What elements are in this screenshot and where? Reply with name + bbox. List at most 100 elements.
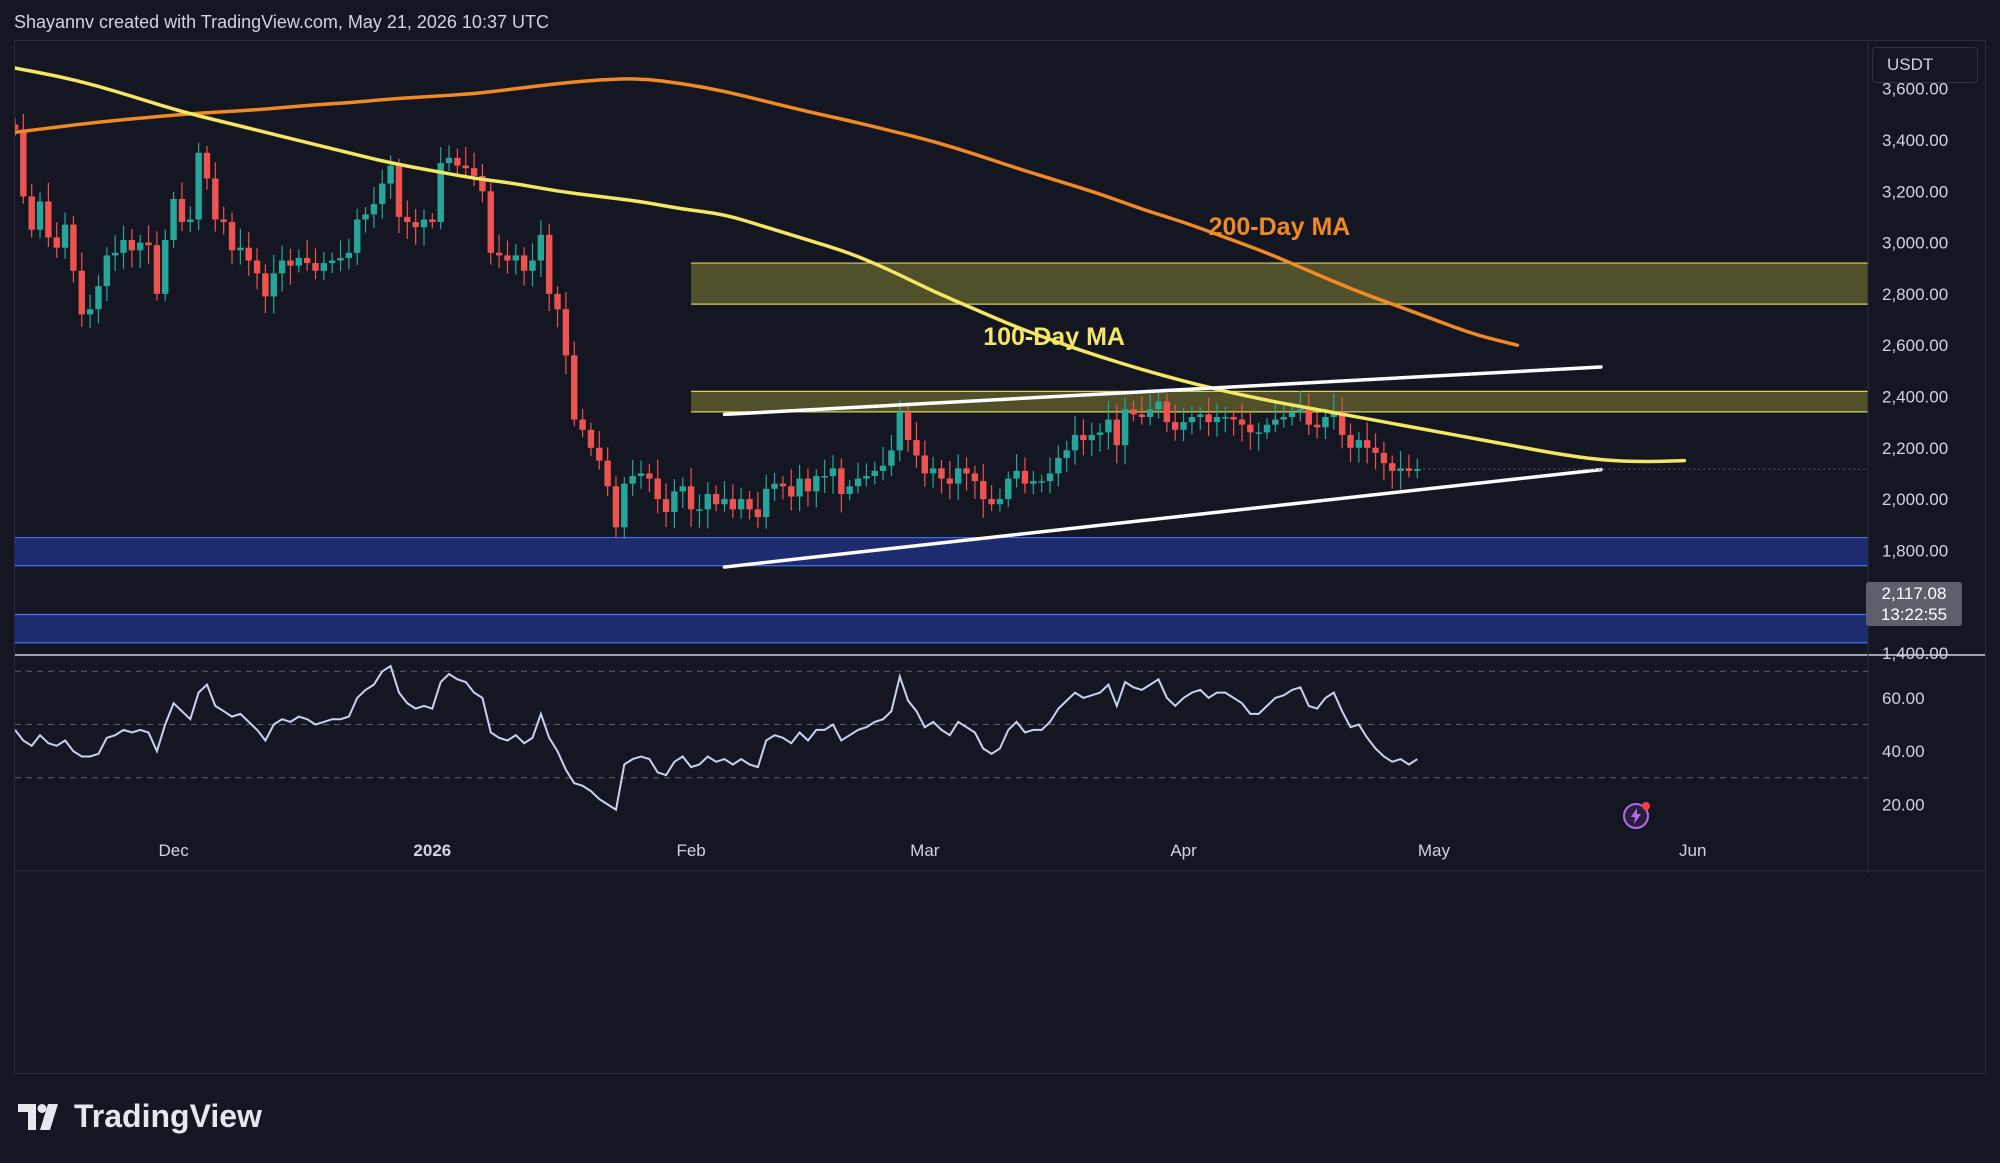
candle-up bbox=[86, 309, 94, 315]
candle-up bbox=[1030, 481, 1037, 484]
price-tick-label: 3,000.00 bbox=[1882, 234, 1948, 253]
candle-up bbox=[1222, 417, 1229, 419]
candle-up bbox=[996, 499, 1004, 505]
candle-down bbox=[1080, 434, 1087, 441]
candle-down bbox=[1405, 468, 1413, 471]
candle-down bbox=[462, 165, 469, 169]
candle-up bbox=[95, 286, 102, 310]
chart-frame[interactable]: 3,600.00 3,400.00 3,200.00 3,000.00 2,800.00… bbox=[14, 40, 1986, 1074]
price-tick-label: 3,200.00 bbox=[1882, 182, 1948, 201]
candle-up bbox=[1146, 409, 1154, 417]
candle-down bbox=[45, 201, 52, 238]
price-tick-label: 2,400.00 bbox=[1882, 387, 1948, 406]
candle-down bbox=[395, 165, 403, 217]
candle-down bbox=[78, 270, 85, 315]
candle-down bbox=[946, 478, 954, 484]
trendline[interactable] bbox=[722, 467, 1603, 569]
candle-down bbox=[479, 175, 486, 192]
price-chart[interactable]: 3,600.00 3,400.00 3,200.00 3,000.00 2,800.00… bbox=[15, 41, 1985, 1073]
candle-up bbox=[170, 198, 177, 240]
lightning-alert-icon[interactable] bbox=[1622, 802, 1650, 830]
candle-down bbox=[1230, 417, 1237, 420]
candle-up bbox=[671, 491, 678, 512]
candle-up bbox=[370, 204, 378, 215]
candle-up bbox=[1121, 409, 1129, 446]
candle-up bbox=[854, 478, 862, 487]
candle-down bbox=[454, 157, 461, 166]
ma200-line bbox=[15, 77, 1520, 347]
candle-up bbox=[888, 450, 895, 466]
candle-down bbox=[554, 293, 561, 310]
candle-down bbox=[253, 260, 261, 274]
candle-up bbox=[1180, 422, 1187, 430]
rsi-tick-label: 60.00 bbox=[1882, 689, 1925, 708]
candle-up bbox=[1355, 440, 1363, 448]
candle-down bbox=[596, 447, 603, 461]
candle-up bbox=[103, 255, 111, 287]
candle-up bbox=[679, 486, 686, 492]
candle-down bbox=[228, 222, 236, 251]
candle-down bbox=[1380, 452, 1388, 464]
candle-down bbox=[245, 247, 252, 261]
candle-down bbox=[1313, 424, 1321, 428]
ma100-label: 100-Day MA bbox=[983, 323, 1125, 351]
candle-down bbox=[980, 481, 987, 500]
candle-up bbox=[821, 476, 828, 478]
candle-down bbox=[495, 252, 503, 256]
candle-down bbox=[746, 499, 753, 510]
candle-up bbox=[354, 219, 361, 253]
price-tick-label: 2,800.00 bbox=[1882, 285, 1948, 304]
candle-up bbox=[1071, 434, 1079, 451]
candle-down bbox=[1021, 470, 1029, 484]
rsi-tick-label: 40.00 bbox=[1882, 742, 1925, 761]
candle-up bbox=[1255, 432, 1262, 434]
candle-down bbox=[1363, 440, 1371, 448]
candle-up bbox=[813, 476, 820, 492]
candle-down bbox=[779, 483, 787, 487]
candle-up bbox=[763, 488, 770, 518]
candle-up bbox=[529, 260, 536, 271]
price-tick-label: 2,600.00 bbox=[1882, 336, 1948, 355]
time-tick-label: Feb bbox=[676, 841, 705, 860]
candle-up bbox=[1046, 473, 1054, 482]
candle-up bbox=[445, 157, 453, 164]
candle-down bbox=[1130, 409, 1137, 415]
candle-down bbox=[971, 473, 979, 482]
tradingview-brand[interactable]: TradingView bbox=[18, 1098, 262, 1135]
candle-down bbox=[53, 237, 60, 248]
currency-button[interactable]: USDT bbox=[1872, 47, 1978, 83]
candle-down bbox=[220, 219, 227, 223]
candle-up bbox=[270, 273, 277, 297]
candle-down bbox=[1389, 463, 1396, 471]
candle-up bbox=[1055, 458, 1062, 474]
trendline[interactable] bbox=[722, 365, 1603, 417]
candle-down bbox=[612, 486, 620, 528]
candle-up bbox=[120, 240, 127, 253]
candle-down bbox=[804, 478, 812, 492]
candle-up bbox=[437, 163, 444, 223]
candle-down bbox=[754, 509, 762, 518]
candle-down bbox=[1305, 409, 1312, 425]
price-tick-label: 1,400.00 bbox=[1882, 644, 1948, 663]
candle-down bbox=[20, 129, 27, 197]
candle-up bbox=[1013, 470, 1020, 479]
candle-up bbox=[896, 411, 903, 451]
candle-down bbox=[520, 255, 528, 271]
candle-down bbox=[1172, 422, 1179, 430]
candle-down bbox=[303, 257, 311, 264]
candle-up bbox=[278, 260, 286, 274]
candle-down bbox=[788, 486, 795, 497]
bar-countdown: 13:22:55 bbox=[1880, 605, 1948, 624]
candle-up bbox=[420, 219, 428, 228]
candle-up bbox=[1088, 434, 1095, 441]
candle-down bbox=[70, 224, 77, 271]
price-tick-label: 2,000.00 bbox=[1882, 490, 1948, 509]
candle-up bbox=[629, 476, 636, 484]
candle-up bbox=[537, 234, 545, 261]
candle-up bbox=[162, 240, 169, 294]
candle-down bbox=[729, 499, 737, 510]
price-tick-label: 1,800.00 bbox=[1882, 541, 1948, 560]
candle-down bbox=[938, 468, 945, 479]
candle-up bbox=[1322, 417, 1329, 428]
candle-down bbox=[470, 168, 478, 176]
